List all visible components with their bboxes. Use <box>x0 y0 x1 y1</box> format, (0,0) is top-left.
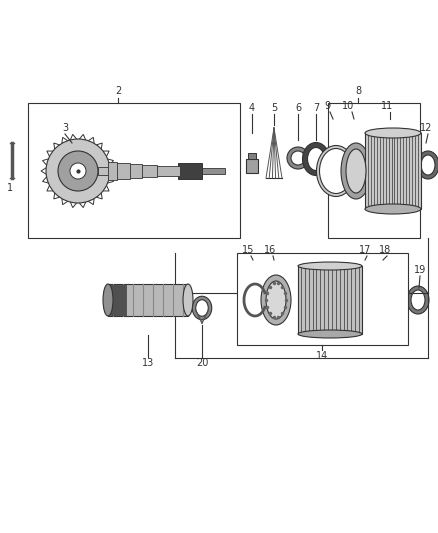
Text: 2: 2 <box>115 86 121 96</box>
Ellipse shape <box>103 284 113 316</box>
Text: 13: 13 <box>142 358 154 368</box>
Ellipse shape <box>365 204 421 214</box>
Text: 20: 20 <box>196 358 208 368</box>
Ellipse shape <box>346 149 366 193</box>
Circle shape <box>70 163 86 179</box>
Bar <box>155 166 180 176</box>
Text: 15: 15 <box>242 245 254 255</box>
Bar <box>128 164 142 178</box>
Ellipse shape <box>361 278 395 322</box>
Text: 11: 11 <box>381 101 393 111</box>
Text: 17: 17 <box>359 245 371 255</box>
Text: 19: 19 <box>414 265 426 275</box>
Ellipse shape <box>298 262 362 270</box>
Ellipse shape <box>303 142 329 175</box>
Ellipse shape <box>341 143 371 199</box>
Bar <box>115 163 130 179</box>
Bar <box>328 103 420 238</box>
Bar <box>178 163 202 179</box>
Text: 1: 1 <box>7 183 13 193</box>
Ellipse shape <box>417 151 438 179</box>
Ellipse shape <box>407 286 429 314</box>
Ellipse shape <box>287 147 309 169</box>
Ellipse shape <box>421 155 435 175</box>
Bar <box>246 159 258 173</box>
Ellipse shape <box>307 148 325 171</box>
Text: 9: 9 <box>324 101 330 111</box>
Ellipse shape <box>261 275 291 325</box>
Bar <box>248 153 256 159</box>
Bar <box>110 285 126 315</box>
Text: 4: 4 <box>249 103 255 113</box>
Bar <box>200 168 225 174</box>
Ellipse shape <box>192 296 212 320</box>
Bar <box>237 253 408 345</box>
Ellipse shape <box>291 151 305 165</box>
Text: 10: 10 <box>342 101 354 111</box>
Bar <box>140 165 157 177</box>
Bar <box>108 162 117 180</box>
Circle shape <box>58 151 98 191</box>
Text: 6: 6 <box>295 103 301 113</box>
Text: 14: 14 <box>316 351 328 361</box>
Text: 3: 3 <box>62 123 68 133</box>
Circle shape <box>46 139 110 203</box>
Ellipse shape <box>196 300 208 316</box>
Ellipse shape <box>411 290 425 310</box>
Ellipse shape <box>319 149 353 193</box>
Bar <box>98 167 110 175</box>
Ellipse shape <box>298 330 362 338</box>
Bar <box>298 266 362 334</box>
Text: 16: 16 <box>264 245 276 255</box>
Bar <box>365 133 421 209</box>
Text: 5: 5 <box>271 103 277 113</box>
Text: 7: 7 <box>313 103 319 113</box>
Ellipse shape <box>317 146 356 197</box>
Ellipse shape <box>266 281 286 319</box>
Text: 8: 8 <box>355 86 361 96</box>
Ellipse shape <box>183 284 193 316</box>
Text: 12: 12 <box>420 123 432 133</box>
Text: 18: 18 <box>379 245 391 255</box>
Ellipse shape <box>367 282 389 318</box>
Bar <box>28 103 240 238</box>
Ellipse shape <box>365 128 421 138</box>
Bar <box>108 284 188 316</box>
